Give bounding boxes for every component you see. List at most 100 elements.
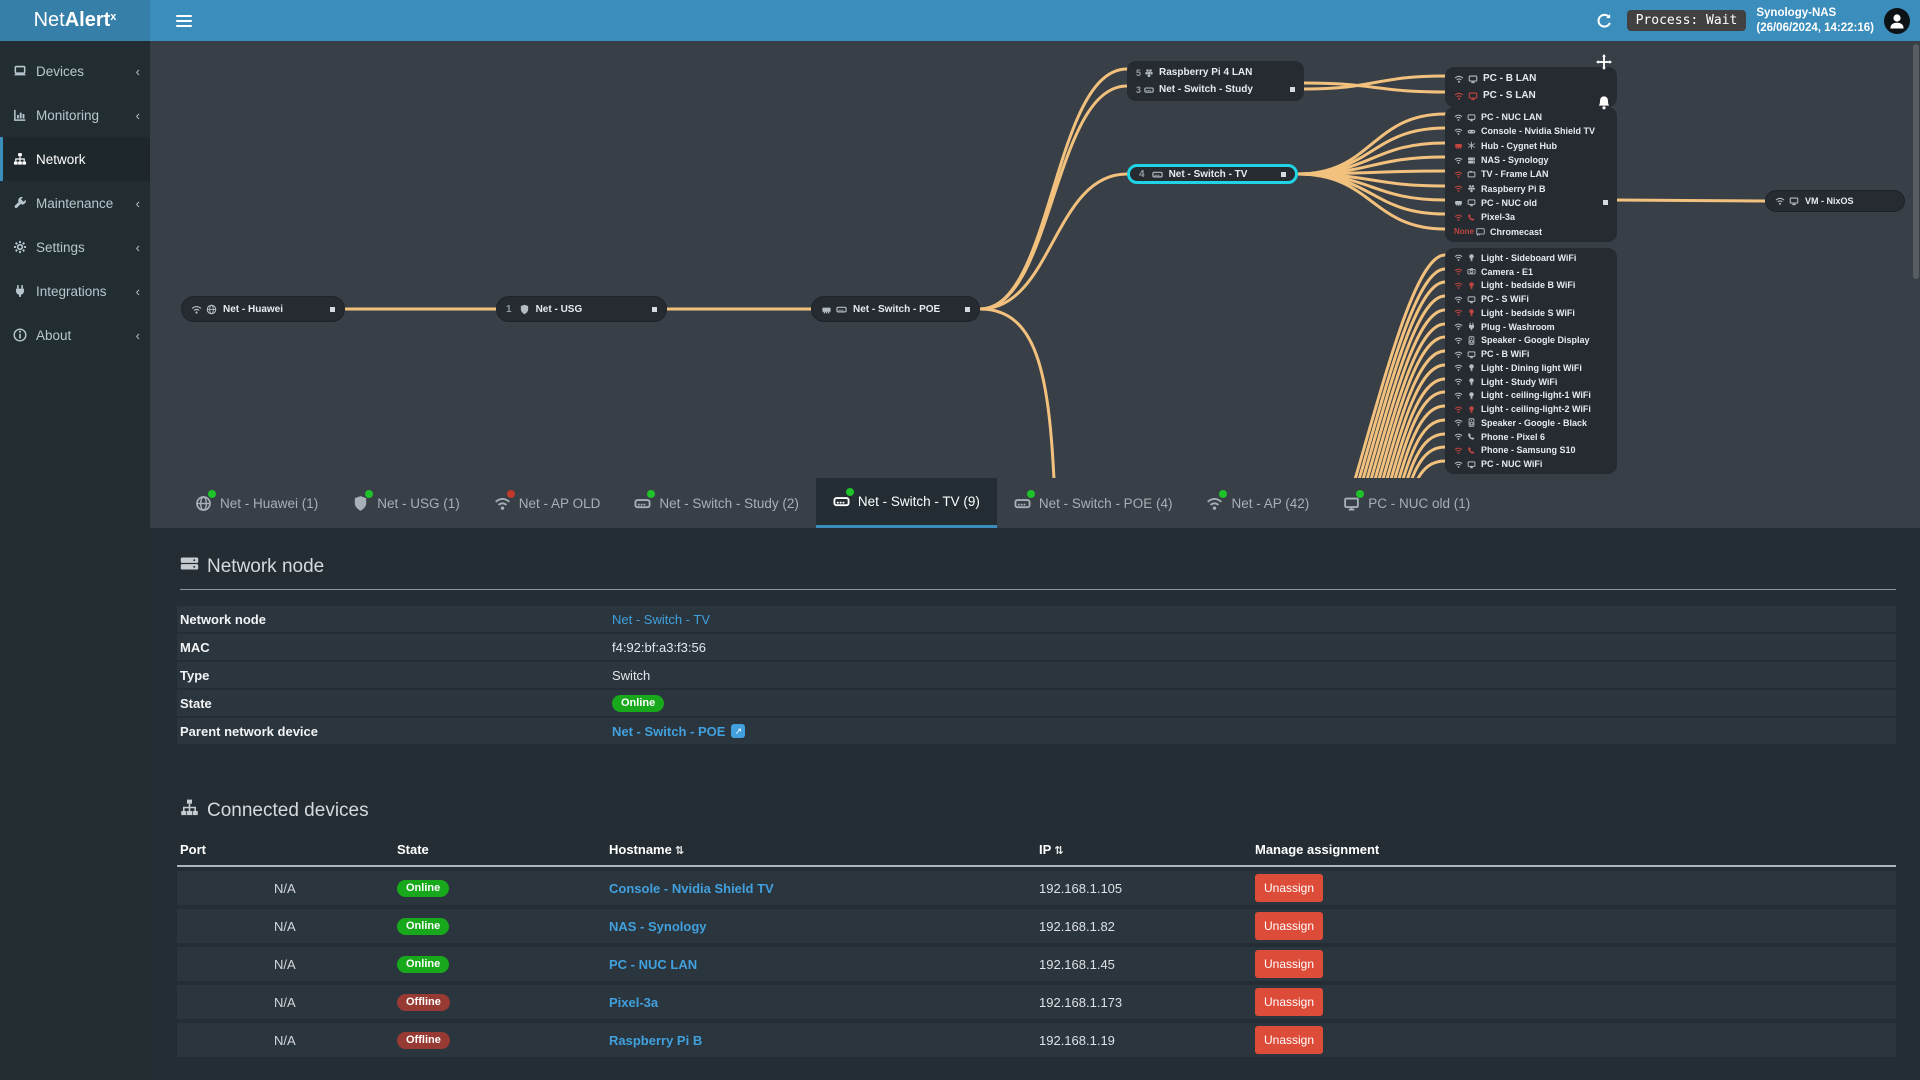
sort-icon[interactable]: ⇅ [1054,844,1064,857]
tab-net-switch-tv-9-[interactable]: Net - Switch - TV (9) [815,478,997,528]
chevron-left-icon: ‹ [135,107,140,123]
sidebar-item-label: Integrations [36,283,107,299]
sort-icon[interactable]: ⇅ [674,844,685,857]
topology-node-huawei[interactable]: Net - Huawei [181,296,345,322]
cluster-device-row[interactable]: PC - NUC WiFi [1445,457,1617,471]
cluster-device-row[interactable]: PC - NUC old [1445,196,1617,210]
bell-button[interactable] [1587,82,1621,123]
cluster-device-row[interactable]: PC - S WiFi [1445,292,1617,306]
server-icon [180,554,199,579]
hostname-link[interactable]: NAS - Synology [609,918,707,934]
bulb-icon [1467,391,1476,400]
topology-node-tv[interactable]: 4 Net - Switch - TV [1127,164,1298,184]
connected-devices-section-title: Connected devices [180,798,1920,823]
cluster-device-row[interactable]: Speaker - Google - Black [1445,416,1617,430]
cluster-device-row[interactable]: 3 Net - Switch - Study [1127,81,1304,98]
cluster-device-row[interactable]: Speaker - Google Display [1445,334,1617,348]
cluster-device-row[interactable]: Light - Dining light WiFi [1445,361,1617,375]
tab-pc-nuc-old-1-[interactable]: PC - NUC old (1) [1326,478,1487,528]
cluster-device-row[interactable]: Phone - Samsung S10 [1445,444,1617,458]
cluster-device-row[interactable]: Light - bedside S WiFi [1445,306,1617,320]
refresh-button[interactable] [1587,0,1621,41]
tab-net-huawei-1-[interactable]: Net - Huawei (1) [178,478,335,528]
tab-label: Net - Switch - TV (9) [857,494,980,509]
cluster-device-row[interactable]: Console - Nvidia Shield TV [1445,124,1617,138]
hostname-link[interactable]: Raspberry Pi B [609,1032,703,1048]
cluster-device-row[interactable]: Light - bedside B WiFi [1445,279,1617,293]
cluster-device-row[interactable]: Light - ceiling-light-2 WiFi [1445,402,1617,416]
topology-cluster-pcbox[interactable]: PC - B LAN PC - S LAN [1445,67,1617,107]
hostname-link[interactable]: Pixel-3a [609,994,659,1010]
chevron-left-icon: ‹ [135,327,140,343]
tab-net-ap-old[interactable]: Net - AP OLD [477,478,618,528]
sidebar-item-integrations[interactable]: Integrations ‹ [0,269,150,313]
wifi-icon [1454,74,1464,84]
topology-node-poe[interactable]: Net - Switch - POE [811,296,980,322]
cluster-device-row[interactable]: Camera - E1 [1445,265,1617,279]
connected-devices-table: Port State Hostname ⇅ IP ⇅ Manage assignment N… [177,833,1896,1057]
process-status-badge: Process: Wait [1626,10,1747,31]
device-label: PC - NUC WiFi [1481,459,1543,470]
device-label: Pixel-3a [1481,212,1516,223]
cluster-device-row[interactable]: TV - Frame LAN [1445,167,1617,181]
node-link[interactable]: Net - Switch - TV [612,611,711,627]
sidebar-item-devices[interactable]: Devices ‹ [0,49,150,93]
user-avatar[interactable] [1884,7,1910,34]
network-topology-canvas[interactable]: Net - Huawei 1 Net - USG Net - Switch - POE… [150,41,1920,478]
wifi-icon [1454,363,1463,372]
cluster-device-row[interactable]: Phone - Pixel 6 [1445,430,1617,444]
unassign-button[interactable]: Unassign [1255,912,1324,940]
cluster-device-row[interactable]: PC - S LAN [1445,87,1617,104]
app-logo[interactable]: Net Alert x [0,0,150,41]
cluster-device-row[interactable]: Raspberry Pi B [1445,181,1617,195]
wifi-icon [1775,196,1785,206]
unassign-button[interactable]: Unassign [1255,950,1324,978]
cluster-device-row[interactable]: Pixel-3a [1445,210,1617,224]
hostname-link[interactable]: Console - Nvidia Shield TV [609,880,774,896]
device-label: PC - S WiFi [1481,294,1529,305]
sidebar-item-maintenance[interactable]: Maintenance ‹ [0,181,150,225]
device-label: Light - Dining light WiFi [1481,362,1582,373]
hostname-link[interactable]: PC - NUC LAN [609,956,698,972]
cluster-device-row[interactable]: NAS - Synology [1445,153,1617,167]
move-button[interactable] [1587,41,1621,82]
cluster-device-row[interactable]: Light - ceiling-light-1 WiFi [1445,389,1617,403]
column-header-hostname[interactable]: Hostname ⇅ [609,841,685,857]
wifi-icon [1454,308,1463,317]
cluster-device-row[interactable]: PC - NUC LAN [1445,110,1617,124]
topology-cluster-topbox[interactable]: 5 Raspberry Pi 4 LAN 3 Net - Switch - Study [1127,61,1304,101]
cluster-device-row[interactable]: Light - Study WiFi [1445,375,1617,389]
sidebar-item-settings[interactable]: Settings ‹ [0,225,150,269]
unassign-button[interactable]: Unassign [1255,874,1324,902]
sidebar-item-about[interactable]: About ‹ [0,313,150,357]
unassign-button[interactable]: Unassign [1255,1026,1324,1054]
canvas-scrollbar[interactable] [1913,44,1919,279]
sidebar-item-network[interactable]: Network [0,137,150,181]
topology-cluster-tvbox[interactable]: PC - NUC LAN Console - Nvidia Shield TV Hu… [1445,107,1617,242]
parent-node-link[interactable]: Net - Switch - POE [612,723,726,739]
switch-icon [1151,169,1163,180]
cluster-device-row[interactable]: 5 Raspberry Pi 4 LAN [1136,67,1253,78]
unassign-button[interactable]: Unassign [1255,988,1324,1016]
sidebar-item-monitoring[interactable]: Monitoring ‹ [0,93,150,137]
cluster-device-row[interactable]: Plug - Washroom [1445,320,1617,334]
topology-node-nixos[interactable]: VM - NixOS [1765,190,1905,212]
column-header-ip[interactable]: IP ⇅ [1039,841,1064,857]
cluster-device-row[interactable]: None Chromecast [1454,226,1543,237]
external-link-icon[interactable]: ↗ [731,724,746,738]
topology-cluster-apbox[interactable]: Light - Sideboard WiFi Camera - E1 Light -… [1445,248,1617,474]
node-label: Net - Huawei [223,303,284,315]
cluster-device-row[interactable]: PC - B LAN [1445,70,1617,87]
sidebar-toggle-button[interactable] [163,0,205,41]
wifi-icon [1454,281,1463,290]
tab-net-switch-poe-4-[interactable]: Net - Switch - POE (4) [997,478,1190,528]
tab-net-usg-1-[interactable]: Net - USG (1) [335,478,477,528]
cluster-device-row[interactable]: Light - Sideboard WiFi [1445,251,1617,265]
tab-net-switch-study-2-[interactable]: Net - Switch - Study (2) [617,478,816,528]
node-label: Net - Switch - POE [853,303,941,315]
topology-node-usg[interactable]: 1 Net - USG [496,296,667,322]
cluster-device-row[interactable]: Hub - Cygnet Hub [1445,139,1617,153]
cluster-device-row[interactable]: PC - B WiFi [1445,347,1617,361]
tab-label: Net - AP (42) [1231,495,1310,511]
tab-net-ap-42-[interactable]: Net - AP (42) [1189,478,1326,528]
